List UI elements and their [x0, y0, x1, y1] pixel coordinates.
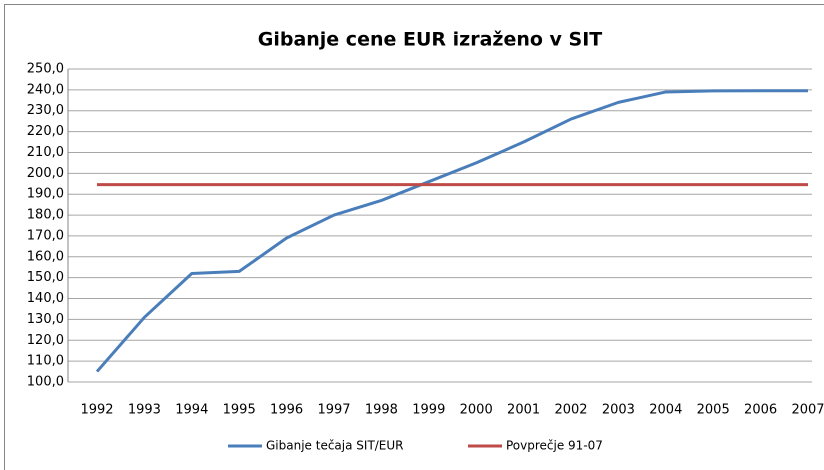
x-tick-label: 1993	[128, 403, 161, 418]
y-tick-label: 230,0	[27, 103, 64, 118]
y-tick-label: 170,0	[27, 228, 64, 243]
x-tick-label: 2006	[744, 403, 777, 418]
legend-label: Povprečje 91-07	[506, 439, 603, 453]
x-tick-label: 1999	[412, 403, 445, 418]
y-tick-label: 100,0	[27, 375, 64, 390]
line-series	[95, 89, 808, 373]
x-tick-label: 1997	[317, 403, 350, 418]
x-tick-label: 1994	[175, 403, 208, 418]
x-tick-label: 1998	[365, 403, 398, 418]
x-tick-label: 2004	[649, 403, 682, 418]
legend-label: Gibanje tečaja SIT/EUR	[266, 439, 404, 453]
x-tick-label: 1996	[270, 403, 303, 418]
y-tick-label: 160,0	[27, 249, 64, 264]
x-tick-label: 1995	[223, 403, 256, 418]
x-tick-label: 2002	[554, 403, 587, 418]
y-tick-label: 240,0	[27, 82, 64, 97]
y-tick-label: 220,0	[27, 124, 64, 139]
y-tick-label: 120,0	[27, 333, 64, 348]
y-tick-label: 180,0	[27, 208, 64, 223]
x-tick-label: 2007	[791, 403, 824, 418]
x-tick-label: 2003	[602, 403, 635, 418]
y-tick-label: 210,0	[27, 145, 64, 160]
y-tick-label: 110,0	[27, 354, 64, 369]
y-tick-label: 250,0	[27, 62, 64, 77]
y-tick-label: 130,0	[27, 312, 64, 327]
y-tick-label: 190,0	[27, 187, 64, 202]
x-tick-label: 2000	[460, 403, 493, 418]
y-tick-label: 140,0	[27, 291, 64, 306]
chart-title: Gibanje cene EUR izraženo v SIT	[258, 29, 603, 51]
y-tick-label: 150,0	[27, 270, 64, 285]
y-tick-label: 200,0	[27, 166, 64, 181]
x-tick-label: 1992	[80, 403, 113, 418]
chart-border	[4, 4, 824, 470]
x-tick-label: 2001	[507, 403, 540, 418]
x-tick-label: 2005	[697, 403, 730, 418]
